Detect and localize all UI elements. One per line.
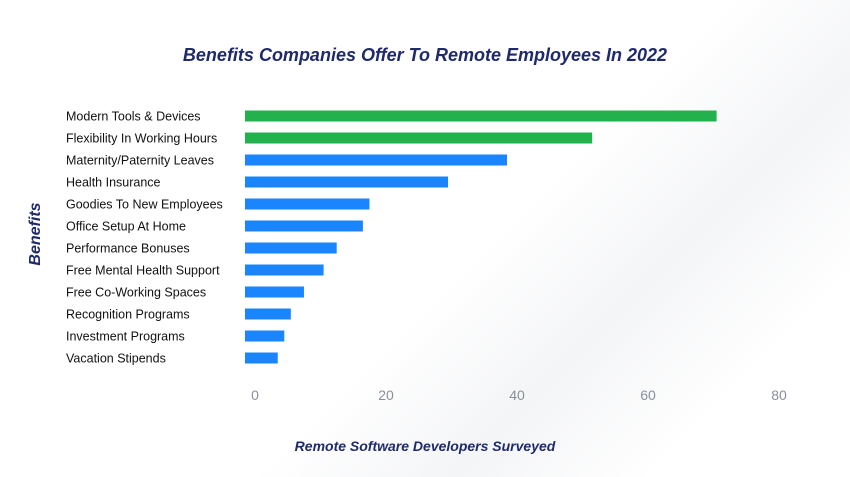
- category-label: Modern Tools & Devices: [66, 110, 201, 124]
- bar: [245, 242, 337, 254]
- category-label: Free Co-Working Spaces: [66, 286, 206, 300]
- bar: [245, 220, 363, 232]
- category-label: Maternity/Paternity Leaves: [66, 154, 214, 168]
- category-label: Investment Programs: [66, 330, 185, 344]
- category-label: Vacation Stipends: [66, 352, 166, 366]
- bar: [245, 132, 593, 144]
- bar: [245, 176, 449, 188]
- category-label: Flexibility In Working Hours: [66, 132, 217, 146]
- category-label: Free Mental Health Support: [66, 264, 220, 278]
- bar: [245, 308, 291, 320]
- x-axis-label: Remote Software Developers Surveyed: [294, 438, 556, 454]
- bar: [245, 110, 717, 122]
- x-tick-label: 0: [251, 387, 259, 403]
- bar: [245, 330, 285, 342]
- x-tick-label: 80: [771, 387, 787, 403]
- bar: [245, 264, 324, 276]
- category-label: Office Setup At Home: [66, 220, 186, 234]
- bar: [245, 154, 507, 166]
- x-tick-label: 20: [378, 387, 394, 403]
- bar: [245, 198, 370, 210]
- bar: [245, 286, 304, 298]
- category-label: Performance Bonuses: [66, 242, 190, 256]
- category-label: Recognition Programs: [66, 308, 190, 322]
- chart-title: Benefits Companies Offer To Remote Emplo…: [182, 45, 668, 65]
- category-label: Health Insurance: [66, 176, 161, 190]
- x-tick-label: 60: [640, 387, 656, 403]
- bar: [245, 352, 278, 364]
- x-tick-label: 40: [509, 387, 525, 403]
- category-label: Goodies To New Employees: [66, 198, 223, 212]
